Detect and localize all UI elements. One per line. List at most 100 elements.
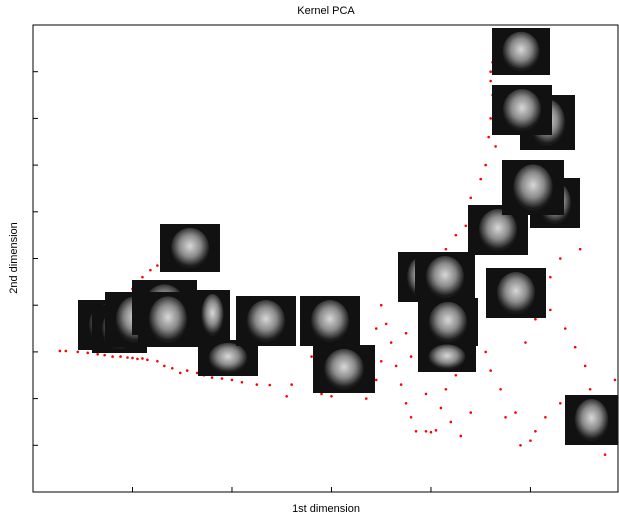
point bbox=[445, 248, 448, 251]
face-image-face bbox=[247, 300, 285, 342]
point bbox=[559, 257, 562, 260]
face-image-face bbox=[428, 344, 465, 369]
point bbox=[320, 393, 323, 396]
point bbox=[460, 435, 463, 438]
point bbox=[390, 341, 393, 344]
point bbox=[519, 444, 522, 447]
point bbox=[365, 397, 368, 400]
point bbox=[604, 453, 607, 456]
point bbox=[415, 430, 418, 433]
face-image-face bbox=[479, 209, 517, 251]
point bbox=[163, 365, 166, 368]
point bbox=[494, 145, 497, 148]
point bbox=[111, 355, 114, 358]
point bbox=[544, 416, 547, 419]
point bbox=[211, 376, 214, 379]
face-image-face bbox=[503, 89, 541, 131]
face-image-face bbox=[149, 296, 187, 342]
point bbox=[589, 388, 592, 391]
point bbox=[221, 377, 224, 380]
point bbox=[435, 429, 438, 432]
point bbox=[141, 276, 144, 279]
point bbox=[450, 421, 453, 424]
point bbox=[499, 388, 502, 391]
point bbox=[549, 276, 552, 279]
point bbox=[156, 264, 159, 267]
point bbox=[489, 80, 492, 83]
point bbox=[464, 225, 467, 228]
point bbox=[380, 304, 383, 307]
point bbox=[574, 346, 577, 349]
point bbox=[149, 269, 152, 272]
point bbox=[410, 355, 413, 358]
point bbox=[103, 354, 106, 357]
point bbox=[489, 369, 492, 372]
point bbox=[440, 407, 443, 410]
point bbox=[405, 402, 408, 405]
point bbox=[549, 309, 552, 312]
point bbox=[484, 351, 487, 354]
point bbox=[385, 323, 388, 326]
point bbox=[529, 439, 532, 442]
point bbox=[171, 367, 174, 370]
point bbox=[455, 374, 458, 377]
point bbox=[186, 369, 189, 372]
face-image-face bbox=[171, 228, 209, 268]
point bbox=[375, 379, 378, 382]
point bbox=[425, 393, 428, 396]
face-image-face bbox=[201, 294, 223, 336]
point bbox=[504, 416, 507, 419]
point bbox=[96, 353, 99, 356]
point bbox=[268, 384, 271, 387]
x-axis-label: 1st dimension bbox=[292, 503, 360, 515]
point bbox=[65, 350, 68, 353]
point bbox=[534, 430, 537, 433]
point bbox=[119, 355, 122, 358]
point bbox=[156, 360, 159, 363]
point bbox=[579, 248, 582, 251]
point bbox=[141, 357, 144, 360]
point bbox=[400, 383, 403, 386]
face-image-face bbox=[311, 300, 349, 342]
point bbox=[310, 355, 313, 358]
point bbox=[534, 318, 537, 321]
face-image-face bbox=[575, 399, 609, 441]
point bbox=[256, 383, 259, 386]
point bbox=[146, 359, 149, 362]
point bbox=[445, 388, 448, 391]
face-image-face bbox=[426, 256, 464, 298]
point bbox=[86, 352, 89, 355]
point bbox=[425, 430, 428, 433]
chart: Kernel PCA 1st dimension 2nd dimension bbox=[0, 0, 619, 518]
face-image-face bbox=[429, 302, 467, 342]
point bbox=[469, 411, 472, 414]
point bbox=[564, 327, 567, 330]
point bbox=[285, 395, 288, 398]
point bbox=[559, 402, 562, 405]
point bbox=[614, 379, 617, 382]
point bbox=[179, 372, 182, 375]
point bbox=[405, 332, 408, 335]
point bbox=[484, 164, 487, 167]
point bbox=[290, 383, 293, 386]
point bbox=[241, 381, 244, 384]
point bbox=[380, 360, 383, 363]
point bbox=[479, 178, 482, 181]
face-image-face bbox=[324, 349, 364, 389]
point bbox=[231, 379, 234, 382]
point bbox=[375, 327, 378, 330]
face-image-face bbox=[513, 164, 553, 210]
point bbox=[584, 365, 587, 368]
point bbox=[59, 350, 62, 353]
face-image-face bbox=[502, 32, 539, 71]
y-axis-label: 2nd dimension bbox=[8, 222, 20, 294]
point bbox=[487, 136, 490, 139]
point bbox=[430, 431, 433, 434]
point bbox=[524, 341, 527, 344]
face-image-face bbox=[497, 272, 535, 314]
point bbox=[131, 357, 134, 360]
chart-title: Kernel PCA bbox=[297, 5, 355, 17]
point bbox=[136, 358, 139, 361]
point bbox=[489, 117, 492, 120]
point bbox=[330, 395, 333, 398]
